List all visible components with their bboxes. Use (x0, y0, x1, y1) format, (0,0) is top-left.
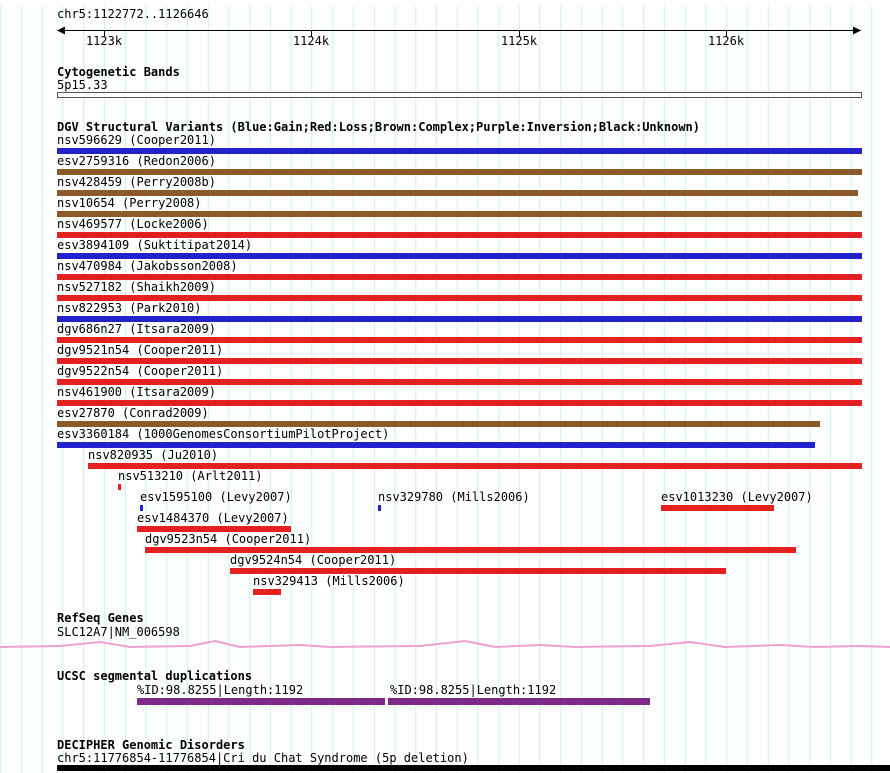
variant-label: nsv820935 (Ju2010) (88, 448, 219, 462)
variant-bar[interactable] (253, 589, 281, 595)
variant-label: esv1595100 (Levy2007) (140, 490, 292, 504)
variant-label: nsv329413 (Mills2006) (253, 574, 405, 588)
decipher-feature-label: chr5:11776854-11776854|Cri du Chat Syndr… (57, 751, 469, 765)
variant-label: dgv9523n54 (Cooper2011) (145, 532, 312, 546)
section-title-refseq-genes: RefSeq Genes (57, 611, 144, 625)
variant-bar[interactable] (57, 253, 862, 259)
variant-label: nsv527182 (Shaikh2009) (57, 280, 216, 294)
ruler-tick-label: 1124k (292, 34, 330, 48)
cytoband-bar[interactable] (57, 92, 862, 98)
variant-label: esv27870 (Conrad2009) (57, 406, 209, 420)
decipher-feature-bar[interactable] (57, 765, 890, 771)
variant-label: nsv513210 (Arlt2011) (118, 469, 263, 483)
segdup-label: %ID:98.8255|Length:1192 (390, 683, 557, 697)
variant-bar[interactable] (57, 295, 862, 301)
variant-bar[interactable] (57, 358, 862, 364)
ruler-tick-label: 1123k (85, 34, 123, 48)
cytoband-label: 5p15.33 (57, 78, 108, 92)
section-title-dgv-structural-variants: DGV Structural Variants (Blue:Gain;Red:L… (57, 120, 700, 134)
ruler-tick-label: 1125k (500, 34, 538, 48)
variant-bar[interactable] (57, 169, 862, 175)
segdup-label: %ID:98.8255|Length:1192 (137, 683, 304, 697)
variant-label: dgv9524n54 (Cooper2011) (230, 553, 397, 567)
variant-bar[interactable] (88, 463, 862, 469)
variant-bar[interactable] (57, 274, 862, 280)
variant-label: nsv469577 (Locke2006) (57, 217, 209, 231)
variant-label: esv1013230 (Levy2007) (661, 490, 813, 504)
variant-bar[interactable] (230, 568, 726, 574)
variant-label: nsv596629 (Cooper2011) (57, 133, 216, 147)
region-coordinates: chr5:1122772..1126646 (57, 7, 209, 21)
section-title-ucsc-segmental-duplications: UCSC segmental duplications (57, 669, 253, 683)
variant-label: nsv10654 (Perry2008) (57, 196, 202, 210)
section-title-decipher-genomic-disorders: DECIPHER Genomic Disorders (57, 738, 245, 752)
variant-bar[interactable] (118, 484, 121, 490)
variant-label: dgv9521n54 (Cooper2011) (57, 343, 224, 357)
variant-label: nsv329780 (Mills2006) (378, 490, 530, 504)
variant-bar[interactable] (57, 148, 862, 154)
variant-bar[interactable] (378, 505, 381, 511)
variant-bar[interactable] (57, 337, 862, 343)
grid-lines (0, 6, 890, 773)
variant-bar[interactable] (57, 316, 862, 322)
variant-label: dgv686n27 (Itsara2009) (57, 322, 216, 336)
refseq-gene-label: SLC12A7|NM_006598 (57, 625, 180, 639)
variant-label: nsv822953 (Park2010) (57, 301, 202, 315)
variant-bar[interactable] (57, 400, 862, 406)
variant-bar[interactable] (57, 190, 858, 196)
variant-bar[interactable] (57, 379, 862, 385)
variant-bar[interactable] (145, 547, 796, 553)
segdup-bar[interactable] (388, 698, 650, 705)
variant-bar[interactable] (57, 211, 862, 217)
variant-bar[interactable] (57, 421, 820, 427)
variant-label: nsv470984 (Jakobsson2008) (57, 259, 238, 273)
variant-label: esv1484370 (Levy2007) (137, 511, 289, 525)
variant-bar[interactable] (661, 505, 774, 511)
segdup-bar[interactable] (137, 698, 385, 705)
variant-bar[interactable] (57, 442, 815, 448)
ruler-tick-label: 1126k (707, 34, 745, 48)
refseq-gene-line[interactable] (0, 636, 890, 654)
section-title-cytogenetic-bands: Cytogenetic Bands (57, 65, 180, 79)
variant-bar[interactable] (140, 505, 143, 511)
variant-label: nsv461900 (Itsara2009) (57, 385, 216, 399)
variant-bar[interactable] (57, 232, 862, 238)
variant-label: esv2759316 (Redon2006) (57, 154, 216, 168)
variant-label: esv3360184 (1000GenomesConsortiumPilotPr… (57, 427, 390, 441)
variant-label: nsv428459 (Perry2008b) (57, 175, 216, 189)
variant-label: esv3894109 (Suktitipat2014) (57, 238, 253, 252)
variant-bar[interactable] (137, 526, 291, 532)
coordinate-ruler (57, 26, 861, 37)
variant-label: dgv9522n54 (Cooper2011) (57, 364, 224, 378)
